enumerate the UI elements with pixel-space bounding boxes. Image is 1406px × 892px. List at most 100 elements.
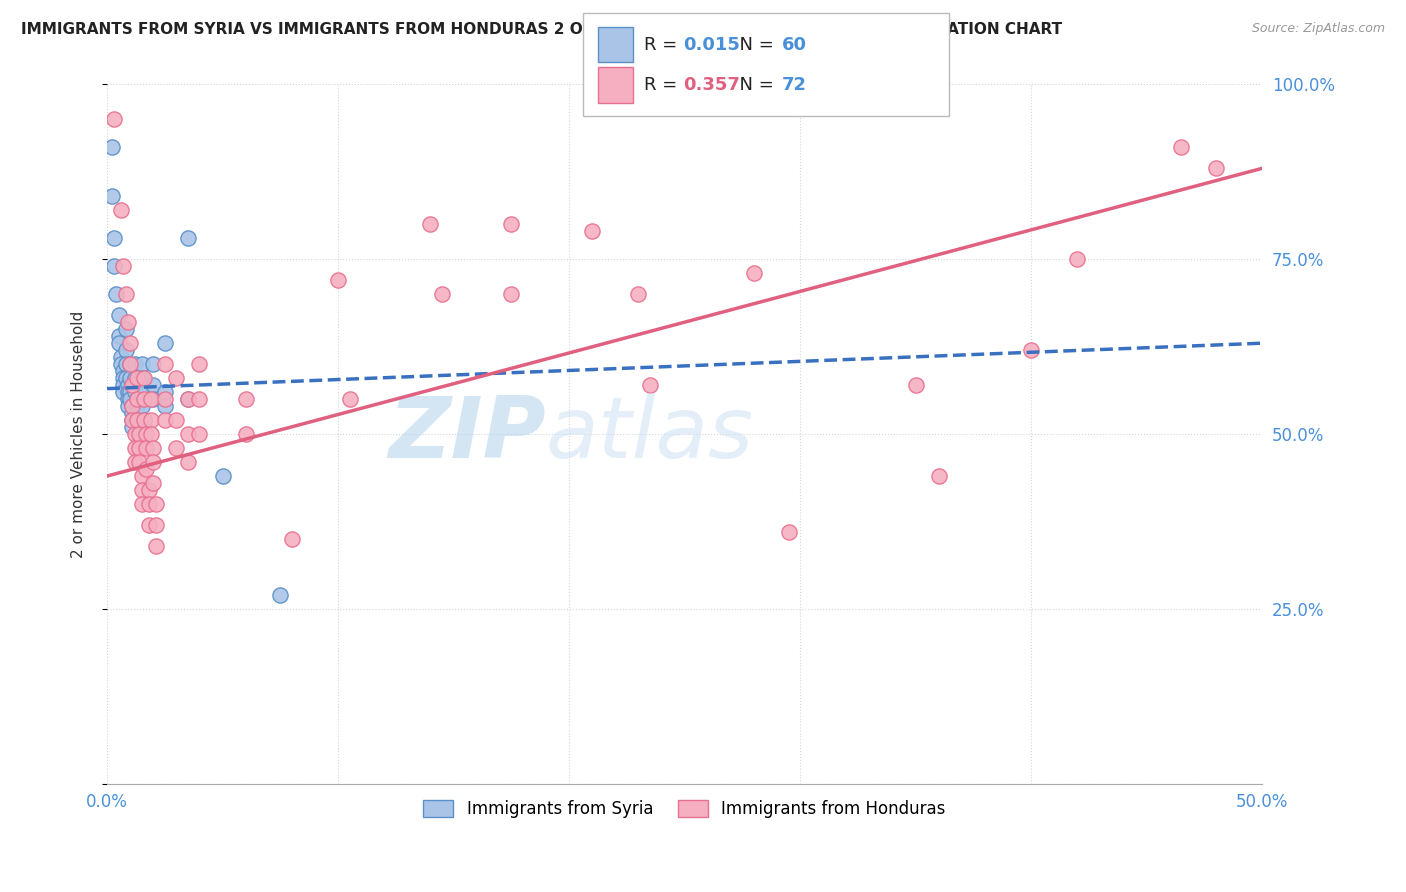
- Point: [117, 378, 139, 392]
- Point: [135, 462, 157, 476]
- Point: [124, 441, 146, 455]
- Point: [153, 357, 176, 371]
- Point: [138, 483, 160, 497]
- Point: [120, 392, 142, 406]
- Y-axis label: 2 or more Vehicles in Household: 2 or more Vehicles in Household: [72, 310, 86, 558]
- Text: N =: N =: [728, 76, 780, 94]
- Point: [778, 524, 800, 539]
- Point: [114, 287, 136, 301]
- Point: [501, 287, 523, 301]
- Point: [131, 469, 153, 483]
- Point: [114, 322, 136, 336]
- Point: [235, 427, 257, 442]
- Point: [742, 266, 765, 280]
- Point: [142, 455, 165, 469]
- Point: [112, 378, 135, 392]
- Point: [145, 497, 167, 511]
- Point: [211, 469, 233, 483]
- Point: [142, 441, 165, 455]
- Point: [132, 371, 155, 385]
- Point: [121, 413, 143, 427]
- Point: [142, 378, 165, 392]
- Point: [117, 392, 139, 406]
- Text: Source: ZipAtlas.com: Source: ZipAtlas.com: [1251, 22, 1385, 36]
- Point: [142, 357, 165, 371]
- Point: [114, 343, 136, 358]
- Point: [132, 420, 155, 434]
- Point: [132, 413, 155, 427]
- Point: [139, 427, 162, 442]
- Point: [188, 357, 211, 371]
- Point: [110, 350, 132, 364]
- Point: [131, 371, 153, 385]
- Point: [127, 413, 149, 427]
- Point: [138, 518, 160, 533]
- Point: [638, 378, 661, 392]
- Point: [165, 413, 187, 427]
- Point: [124, 455, 146, 469]
- Point: [419, 217, 441, 231]
- Point: [124, 385, 146, 400]
- Point: [165, 371, 187, 385]
- Point: [124, 378, 146, 392]
- Point: [138, 497, 160, 511]
- Point: [127, 392, 149, 406]
- Point: [131, 497, 153, 511]
- Point: [120, 371, 142, 385]
- Point: [114, 371, 136, 385]
- Point: [145, 518, 167, 533]
- Point: [117, 399, 139, 413]
- Point: [281, 532, 304, 546]
- Point: [177, 455, 200, 469]
- Point: [235, 392, 257, 406]
- Point: [627, 287, 650, 301]
- Point: [165, 441, 187, 455]
- Point: [928, 469, 950, 483]
- Point: [326, 273, 349, 287]
- Point: [501, 217, 523, 231]
- Text: 72: 72: [782, 76, 807, 94]
- Point: [131, 483, 153, 497]
- Point: [153, 385, 176, 400]
- Point: [100, 189, 122, 203]
- Point: [153, 399, 176, 413]
- Point: [107, 336, 129, 351]
- Point: [128, 420, 150, 434]
- Point: [120, 357, 142, 371]
- Point: [131, 357, 153, 371]
- Point: [112, 385, 135, 400]
- Point: [131, 385, 153, 400]
- Point: [127, 413, 149, 427]
- Text: R =: R =: [644, 36, 683, 54]
- Point: [112, 371, 135, 385]
- Point: [120, 357, 142, 371]
- Point: [120, 385, 142, 400]
- Legend: Immigrants from Syria, Immigrants from Honduras: Immigrants from Syria, Immigrants from H…: [416, 793, 952, 824]
- Point: [127, 399, 149, 413]
- Point: [100, 140, 122, 154]
- Point: [120, 336, 142, 351]
- Point: [124, 371, 146, 385]
- Point: [112, 259, 135, 273]
- Text: 60: 60: [782, 36, 807, 54]
- Point: [188, 392, 211, 406]
- Point: [1066, 252, 1088, 267]
- Text: N =: N =: [728, 36, 780, 54]
- Point: [110, 357, 132, 371]
- Point: [128, 441, 150, 455]
- Point: [103, 112, 125, 127]
- Point: [128, 455, 150, 469]
- Point: [131, 399, 153, 413]
- Point: [103, 259, 125, 273]
- Point: [145, 539, 167, 553]
- Point: [107, 329, 129, 343]
- Point: [128, 427, 150, 442]
- Point: [132, 392, 155, 406]
- Point: [103, 231, 125, 245]
- Point: [128, 427, 150, 442]
- Point: [132, 434, 155, 448]
- Point: [153, 392, 176, 406]
- Point: [121, 420, 143, 434]
- Point: [127, 392, 149, 406]
- Point: [114, 357, 136, 371]
